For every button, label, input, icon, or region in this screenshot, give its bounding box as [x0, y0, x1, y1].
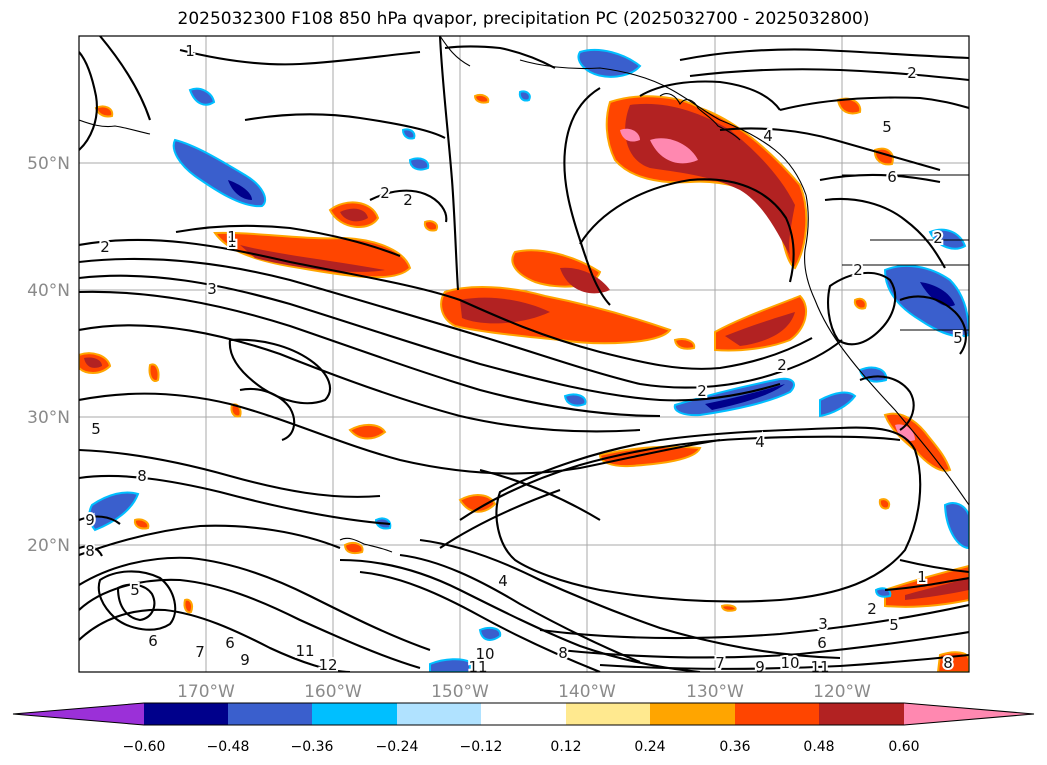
contour-label: 2	[933, 229, 943, 247]
lat-label: 30°N	[27, 408, 70, 428]
lon-label: 120°W	[813, 682, 871, 702]
contour-label: 5	[91, 420, 101, 438]
colorbar-tick: −0.12	[460, 739, 503, 755]
map-border	[78, 35, 970, 673]
contour-label: 11	[295, 642, 314, 660]
latitude-labels: 50°N 40°N 30°N 20°N	[27, 154, 70, 556]
colorbar-segment	[566, 703, 650, 725]
lon-label: 130°W	[686, 682, 744, 702]
contour-label: 4	[498, 572, 508, 590]
colorbar-tick: −0.24	[376, 739, 419, 755]
colorbar-segment	[904, 703, 1034, 725]
contour-label: 4	[755, 433, 765, 451]
colorbar-segment	[819, 703, 904, 725]
longitude-labels: 170°W 160°W 150°W 140°W 130°W 120°W	[177, 682, 871, 702]
contour-label: 11	[468, 658, 487, 676]
lon-label: 150°W	[431, 682, 489, 702]
lon-label: 160°W	[304, 682, 362, 702]
contour-label: 2	[380, 184, 390, 202]
colorbar-segment	[650, 703, 735, 725]
colorbar-tick: 0.60	[888, 739, 919, 755]
contour-label: 9	[240, 651, 250, 669]
contour-label: 5	[882, 118, 892, 136]
contour-label: 8	[85, 542, 95, 560]
contour-label: 2	[100, 238, 110, 256]
contour-label: 10	[475, 645, 494, 663]
colorbar-segment	[735, 703, 819, 725]
contour-label: 8	[558, 644, 568, 662]
contour-label: 6	[817, 634, 827, 652]
map-panel	[79, 36, 969, 672]
graticule	[79, 36, 969, 672]
colorbar-tick: −0.36	[291, 739, 334, 755]
colorbar-segment	[144, 703, 228, 725]
colorbar-segment	[397, 703, 481, 725]
contour-label: 3	[818, 615, 828, 633]
contour-label: 6	[887, 168, 897, 186]
contour-label: 7	[195, 643, 205, 661]
contour-label: 9	[755, 658, 765, 676]
colorbar-segment	[228, 703, 312, 725]
contour-label: 1	[917, 568, 927, 586]
lat-label: 20°N	[27, 536, 70, 556]
contour-label: 11	[810, 658, 829, 676]
contour-label: 5	[953, 329, 963, 347]
contour-label: 8	[137, 467, 147, 485]
colorbar-segment	[312, 703, 397, 725]
colorbar-tick: −0.60	[123, 739, 166, 755]
lat-label: 50°N	[27, 154, 70, 174]
colorbar-tick: 0.48	[803, 739, 834, 755]
contour-label: 6	[225, 634, 235, 652]
contour-label: 1	[185, 42, 195, 60]
map-title: 2025032300 F108 850 hPa qvapor, precipit…	[177, 9, 870, 29]
colorbar-tick: 0.12	[550, 739, 581, 755]
contour-label: 12	[318, 656, 337, 674]
colorbar-segment	[13, 703, 144, 725]
precip-negative	[88, 48, 969, 672]
contour-label: 7	[715, 654, 725, 672]
contour-label: 2	[403, 191, 413, 209]
contour-label: 3	[207, 280, 217, 298]
contour-label: 2	[777, 356, 787, 374]
contour-label: 10	[780, 654, 799, 672]
lon-label: 140°W	[558, 682, 616, 702]
lon-label: 170°W	[177, 682, 235, 702]
qvapor-contours	[79, 36, 969, 672]
contour-label: 6	[148, 632, 158, 650]
colorbar-outline	[12, 702, 1035, 726]
colorbar-segment	[481, 703, 566, 725]
contour-label: 5	[889, 616, 899, 634]
colorbar-tick: −0.48	[207, 739, 250, 755]
colorbar-tick: 0.24	[634, 739, 665, 755]
contour-label: 5	[130, 581, 140, 599]
contour-label: 2	[867, 600, 877, 618]
colorbar-tick-labels: −0.60 −0.48 −0.36 −0.24 −0.12 0.12 0.24 …	[123, 739, 920, 755]
contour-label: 4	[763, 127, 773, 145]
colorbar-tick: 0.36	[719, 739, 750, 755]
contour-label: 8	[943, 654, 953, 672]
contour-label: 1	[227, 233, 237, 251]
lat-label: 40°N	[27, 281, 70, 301]
colorbar	[12, 702, 1035, 726]
contour-label: 2	[697, 382, 707, 400]
contour-label: 2	[907, 64, 917, 82]
contour-label: 2	[853, 261, 863, 279]
contour-label: 1	[227, 228, 237, 246]
contour-label: 9	[85, 511, 95, 529]
